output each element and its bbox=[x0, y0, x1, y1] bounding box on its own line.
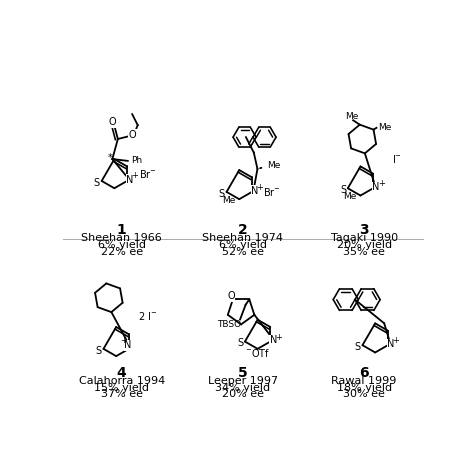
Text: 1: 1 bbox=[117, 223, 127, 237]
Text: +: + bbox=[256, 183, 264, 192]
Text: 20% ee: 20% ee bbox=[222, 390, 264, 400]
Text: 52% ee: 52% ee bbox=[222, 247, 264, 257]
Text: N: N bbox=[373, 182, 380, 192]
Text: 6% yield: 6% yield bbox=[219, 240, 267, 250]
Text: O: O bbox=[109, 117, 116, 127]
Text: S: S bbox=[219, 189, 225, 199]
Text: 15% yield: 15% yield bbox=[94, 383, 149, 392]
Text: 18% yield: 18% yield bbox=[337, 383, 392, 392]
Text: S: S bbox=[340, 185, 346, 195]
Text: Br$^{-}$: Br$^{-}$ bbox=[138, 168, 156, 180]
Text: 35% ee: 35% ee bbox=[343, 247, 385, 257]
Text: Sheehan 1966: Sheehan 1966 bbox=[82, 233, 162, 243]
Text: S: S bbox=[237, 338, 243, 348]
Text: Ph: Ph bbox=[131, 156, 143, 165]
Text: 20% yield: 20% yield bbox=[337, 240, 392, 250]
Text: S: S bbox=[96, 346, 102, 356]
Text: N: N bbox=[124, 340, 131, 350]
Text: N: N bbox=[270, 336, 277, 346]
Text: TBSO: TBSO bbox=[217, 320, 241, 329]
Text: Br$^{-}$: Br$^{-}$ bbox=[264, 186, 281, 198]
Text: Sheehan 1974: Sheehan 1974 bbox=[202, 233, 283, 243]
Text: Me: Me bbox=[345, 112, 358, 121]
Text: S: S bbox=[355, 342, 361, 352]
Text: 2 I$^{-}$: 2 I$^{-}$ bbox=[138, 310, 157, 322]
Text: +: + bbox=[392, 337, 400, 346]
Text: N: N bbox=[387, 339, 394, 349]
Text: Me: Me bbox=[222, 196, 236, 205]
Text: N: N bbox=[126, 175, 134, 185]
Text: 5: 5 bbox=[238, 365, 248, 380]
Text: +: + bbox=[378, 179, 385, 188]
Text: O: O bbox=[129, 130, 137, 140]
Text: Rawal 1999: Rawal 1999 bbox=[331, 375, 397, 386]
Text: N: N bbox=[251, 186, 259, 196]
Text: 22% ee: 22% ee bbox=[100, 247, 143, 257]
Text: S: S bbox=[94, 178, 100, 188]
Text: 37% ee: 37% ee bbox=[100, 390, 143, 400]
Text: 4: 4 bbox=[117, 365, 127, 380]
Text: Calahorra 1994: Calahorra 1994 bbox=[79, 375, 165, 386]
Text: *: * bbox=[108, 153, 113, 163]
Text: 6% yield: 6% yield bbox=[98, 240, 146, 250]
Text: +: + bbox=[131, 171, 138, 180]
Text: 3: 3 bbox=[359, 223, 369, 237]
Text: 2: 2 bbox=[238, 223, 248, 237]
Text: Me: Me bbox=[344, 192, 357, 201]
Text: Me: Me bbox=[378, 123, 392, 132]
Text: 6: 6 bbox=[359, 365, 369, 380]
Text: +: + bbox=[275, 333, 282, 342]
Text: Me: Me bbox=[267, 162, 280, 171]
Text: 30% ee: 30% ee bbox=[343, 390, 385, 400]
Text: $^{-}$OTf: $^{-}$OTf bbox=[245, 346, 270, 358]
Text: +: + bbox=[120, 336, 127, 345]
Text: Tagaki 1990: Tagaki 1990 bbox=[330, 233, 398, 243]
Text: Leeper 1997: Leeper 1997 bbox=[208, 375, 278, 386]
Text: 34% yield: 34% yield bbox=[215, 383, 271, 392]
Text: O: O bbox=[227, 292, 235, 301]
Text: I$^{-}$: I$^{-}$ bbox=[392, 153, 402, 165]
